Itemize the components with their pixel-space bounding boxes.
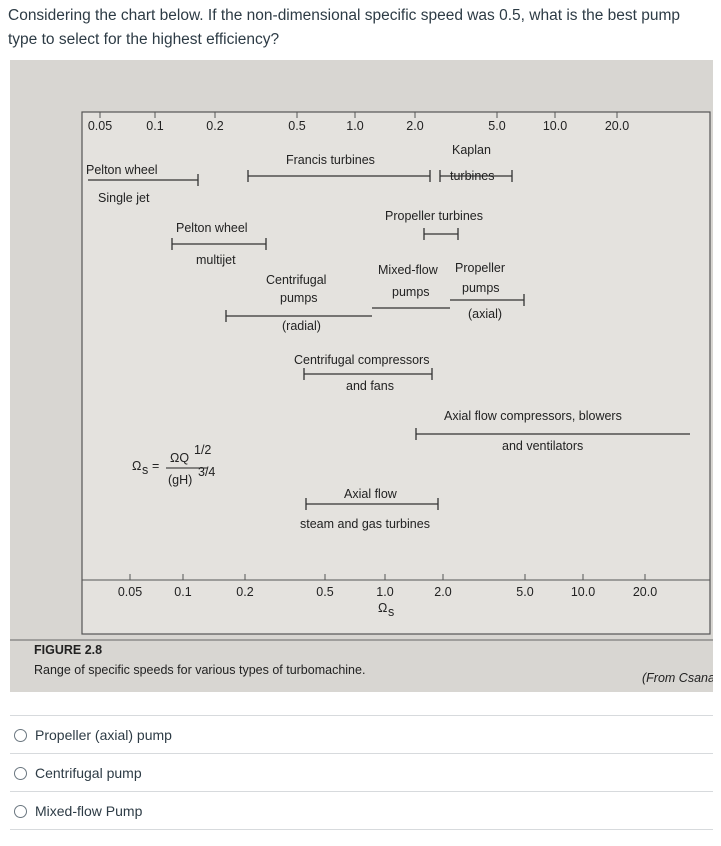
question: Considering the chart below. If the non-… [8,7,681,48]
bottom-tick-label: 20.0 [633,585,657,599]
range-pelton-single [88,174,199,186]
figure-caption: Range of specific speeds for various typ… [34,663,365,677]
figure-credit: (From Csana [642,671,713,685]
range-centrifugal-pumps [225,310,372,322]
chart-label: Francis turbines [286,153,375,167]
range-lines [88,170,690,510]
top-tick-label: 20.0 [605,119,629,133]
option-text: Propeller (axial) pump [35,727,172,743]
chart-frame [81,111,711,635]
chart-label: Axial flow [344,487,398,501]
formula-numerator-exponent: 1/2 [194,443,211,457]
option-text: Mixed-flow Pump [35,803,143,819]
chart-label: and fans [346,379,394,393]
chart-label: Pelton wheel [176,221,248,235]
range-francis [247,170,431,182]
chart-label: turbines [450,169,494,183]
bottom-tick-label: 0.5 [316,585,333,599]
answer-option[interactable]: Centrifugal pump [10,753,713,792]
figure-number: FIGURE 2.8 [34,643,102,657]
chart-label: Centrifugal compressors [294,353,429,367]
top-tick-label: 5.0 [488,119,505,133]
range-pelton-multi [171,238,267,250]
radio-button[interactable] [14,728,27,742]
separator [10,829,713,830]
bottom-tick-label: 10.0 [571,585,595,599]
bottom-tick-label: 5.0 [516,585,533,599]
chart-label: Propeller turbines [385,209,483,223]
chart-label: Centrifugal [266,273,326,287]
chart-label: pumps [392,285,430,299]
bottom-tick-label: 0.1 [174,585,191,599]
chart-label: Axial flow compressors, blowers [444,409,622,423]
formula-symbol: Ω [132,459,141,473]
axis-subscript: s [388,605,394,619]
answer-option[interactable]: Mixed-flow Pump [10,791,713,830]
range-propeller-pumps [450,294,525,306]
top-tick-label: 0.1 [146,119,163,133]
range-kaplan [439,170,513,182]
chart-label: Pelton wheel [86,163,158,177]
range-propeller-turbines [423,228,459,240]
chart-label: multijet [196,253,236,267]
chart-label: Kaplan [452,143,491,157]
top-tick-label: 0.05 [88,119,112,133]
bottom-tick-label: 0.2 [236,585,253,599]
chart-label: pumps [462,281,500,295]
chart-label: pumps [280,291,318,305]
axis-symbol: Ω [378,601,387,615]
top-tick-label: 0.2 [206,119,223,133]
range-centrifugal-compressors [303,368,433,380]
bottom-tick-label: 1.0 [376,585,393,599]
chart-label: Mixed-flow [378,263,439,277]
bottom-tick-label: 0.05 [118,585,142,599]
top-tick-label: 2.0 [406,119,423,133]
top-tick-label: 10.0 [543,119,567,133]
figure: 0.05 0.1 0.2 0.5 1.0 2.0 5.0 10.0 20.0 0.05 0.1 0.2… [10,60,713,692]
formula-equals: = [152,459,159,473]
formula-numerator: ΩQ [170,451,189,465]
chart-label: steam and gas turbines [300,517,430,531]
chart-label: Single jet [98,191,150,205]
formula-denominator-exponent: 3/4 [198,465,215,479]
radio-button[interactable] [14,766,27,780]
bottom-tick-label: 2.0 [434,585,451,599]
chart-label: Propeller [455,261,505,275]
answer-option[interactable]: Propeller (axial) pump [10,715,713,754]
radio-button[interactable] [14,804,27,818]
top-tick-label: 1.0 [346,119,363,133]
option-text: Centrifugal pump [35,765,142,781]
range-axial-steam [305,498,439,510]
range-axial-compressors [415,428,690,440]
chart-label: (radial) [282,319,321,333]
chart-label: (axial) [468,307,502,321]
formula-subscript: s [142,463,148,477]
formula-denominator: (gH) [168,473,192,487]
chart-label: and ventilators [502,439,583,453]
top-tick-label: 0.5 [288,119,305,133]
